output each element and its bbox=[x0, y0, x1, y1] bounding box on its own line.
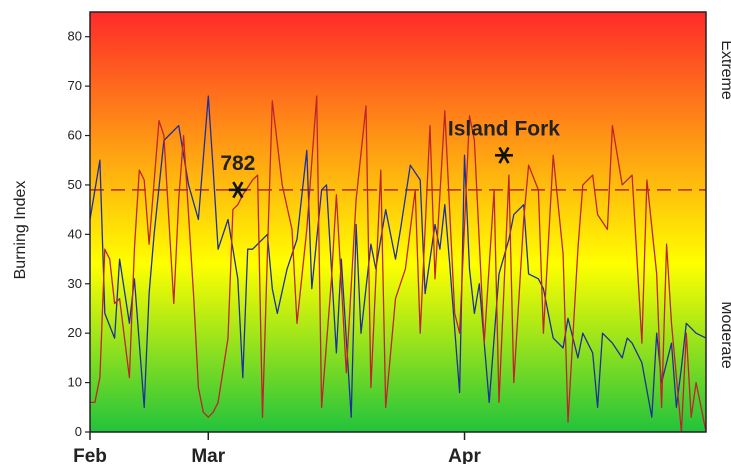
right-label-extreme: Extreme bbox=[718, 40, 731, 100]
y-tick-label-20: 20 bbox=[68, 325, 82, 340]
y-tick-label-70: 70 bbox=[68, 78, 82, 93]
annotation-marker-0 bbox=[228, 181, 247, 199]
annotation-label-0: 782 bbox=[220, 152, 255, 175]
y-tick-label-30: 30 bbox=[68, 276, 82, 291]
y-tick-label-0: 0 bbox=[75, 424, 82, 439]
series-line-1 bbox=[90, 95, 706, 432]
x-tick-label-apr: Apr bbox=[448, 446, 481, 464]
plot-background bbox=[90, 12, 706, 432]
annotation-label-1: Island Fork bbox=[448, 117, 560, 140]
series-line-0 bbox=[90, 95, 706, 418]
right-label-moderate: Moderate bbox=[718, 301, 731, 369]
x-tick-label-feb: Feb bbox=[73, 446, 107, 464]
y-tick-label-40: 40 bbox=[68, 226, 82, 241]
y-tick-label-80: 80 bbox=[68, 29, 82, 44]
y-tick-label-10: 10 bbox=[68, 375, 82, 390]
plot-frame bbox=[89, 11, 707, 433]
x-tick-label-mar: Mar bbox=[191, 446, 225, 464]
y-tick-label-50: 50 bbox=[68, 177, 82, 192]
y-tick-label-60: 60 bbox=[68, 128, 82, 143]
y-axis-title: Burning Index bbox=[12, 181, 29, 280]
annotation-marker-1 bbox=[494, 146, 513, 164]
